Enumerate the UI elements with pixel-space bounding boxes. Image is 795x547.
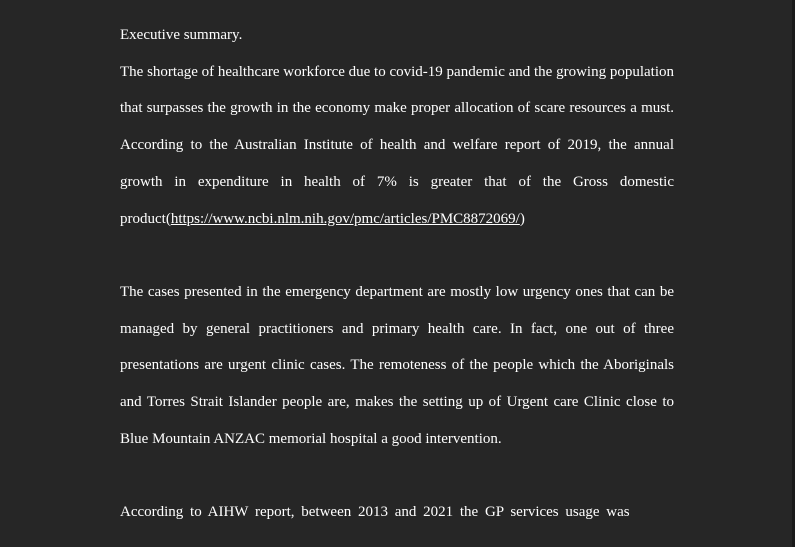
paragraph-aihw-report: According to AIHW report, between 2013 a… (120, 504, 630, 521)
document-body: Executive summary. The shortage of healt… (120, 17, 674, 531)
window-edge (792, 0, 795, 547)
ncbi-article-link[interactable]: https://www.ncbi.nlm.nih.gov/pmc/article… (170, 210, 520, 227)
paragraph-1-text: The shortage of healthcare workforce due… (120, 63, 674, 227)
paragraph-emergency-cases: The cases presented in the emergency dep… (120, 283, 674, 447)
blank-line (120, 457, 674, 494)
link-open-paren: ( (165, 210, 171, 227)
link-close-paren: ) (519, 210, 525, 227)
paragraph-workforce-shortage: The shortage of healthcare workforce due… (120, 54, 674, 238)
executive-summary-heading: Executive summary. (120, 27, 243, 43)
blank-line (120, 237, 674, 274)
